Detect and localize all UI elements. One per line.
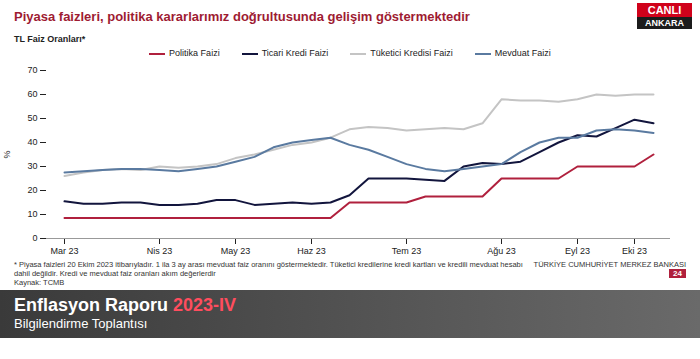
html-text:Ticari Kredi Faizi: Ticari Kredi Faizi: [261, 48, 329, 58]
html-text:Tüketici Kredisi Faizi: Tüketici Kredisi Faizi: [370, 48, 453, 58]
html-text:CANLI: CANLI: [647, 4, 682, 16]
html-text:24: 24: [673, 269, 682, 278]
html-text:ANKARA: ANKARA: [645, 18, 684, 28]
svg-text:0: 0: [32, 233, 37, 243]
html-text:Politika Faizi: Politika Faizi: [169, 48, 220, 58]
svg-text:50: 50: [27, 113, 37, 123]
svg-text:70: 70: [27, 65, 37, 75]
svg-text:30: 30: [27, 161, 37, 171]
svg-text:Ağu 23: Ağu 23: [487, 246, 516, 256]
svg-text:40: 40: [27, 137, 37, 147]
html-text:* Piyasa faizleri 20 Ekim 2023: * Piyasa faizleri 20 Ekim 2023 itibarıyl…: [14, 260, 523, 278]
svg-text:20: 20: [27, 185, 37, 195]
html-text:Piyasa faizleri, politika kara: Piyasa faizleri, politika kararlarımız d…: [14, 8, 470, 24]
html-text:Bilgilendirme Toplantısı: Bilgilendirme Toplantısı: [14, 316, 148, 331]
html-text:Kaynak: TCMB: Kaynak: TCMB: [14, 278, 65, 287]
svg-text:May 23: May 23: [221, 246, 251, 256]
svg-text:Eki 23: Eki 23: [622, 246, 647, 256]
html-text:TL Faiz Oranları*: TL Faiz Oranları*: [14, 34, 86, 44]
svg-text:60: 60: [27, 89, 37, 99]
html-text:Mevduat Faizi: Mevduat Faizi: [494, 48, 551, 58]
svg-text:Nis 23: Nis 23: [147, 246, 173, 256]
svg-text:Haz 23: Haz 23: [297, 246, 326, 256]
svg-text:Eyl 23: Eyl 23: [565, 246, 590, 256]
svg-text:Mar 23: Mar 23: [50, 246, 78, 256]
html-text:Enflasyon Raporu 2023-IV: Enflasyon Raporu 2023-IV: [14, 295, 237, 315]
html-text:TÜRKİYE CUMHURİYET MERKEZ BANK: TÜRKİYE CUMHURİYET MERKEZ BANKASI: [533, 260, 686, 269]
svg-text:10: 10: [27, 209, 37, 219]
svg-text:Tem 23: Tem 23: [392, 246, 422, 256]
svg-text:%: %: [2, 150, 12, 158]
